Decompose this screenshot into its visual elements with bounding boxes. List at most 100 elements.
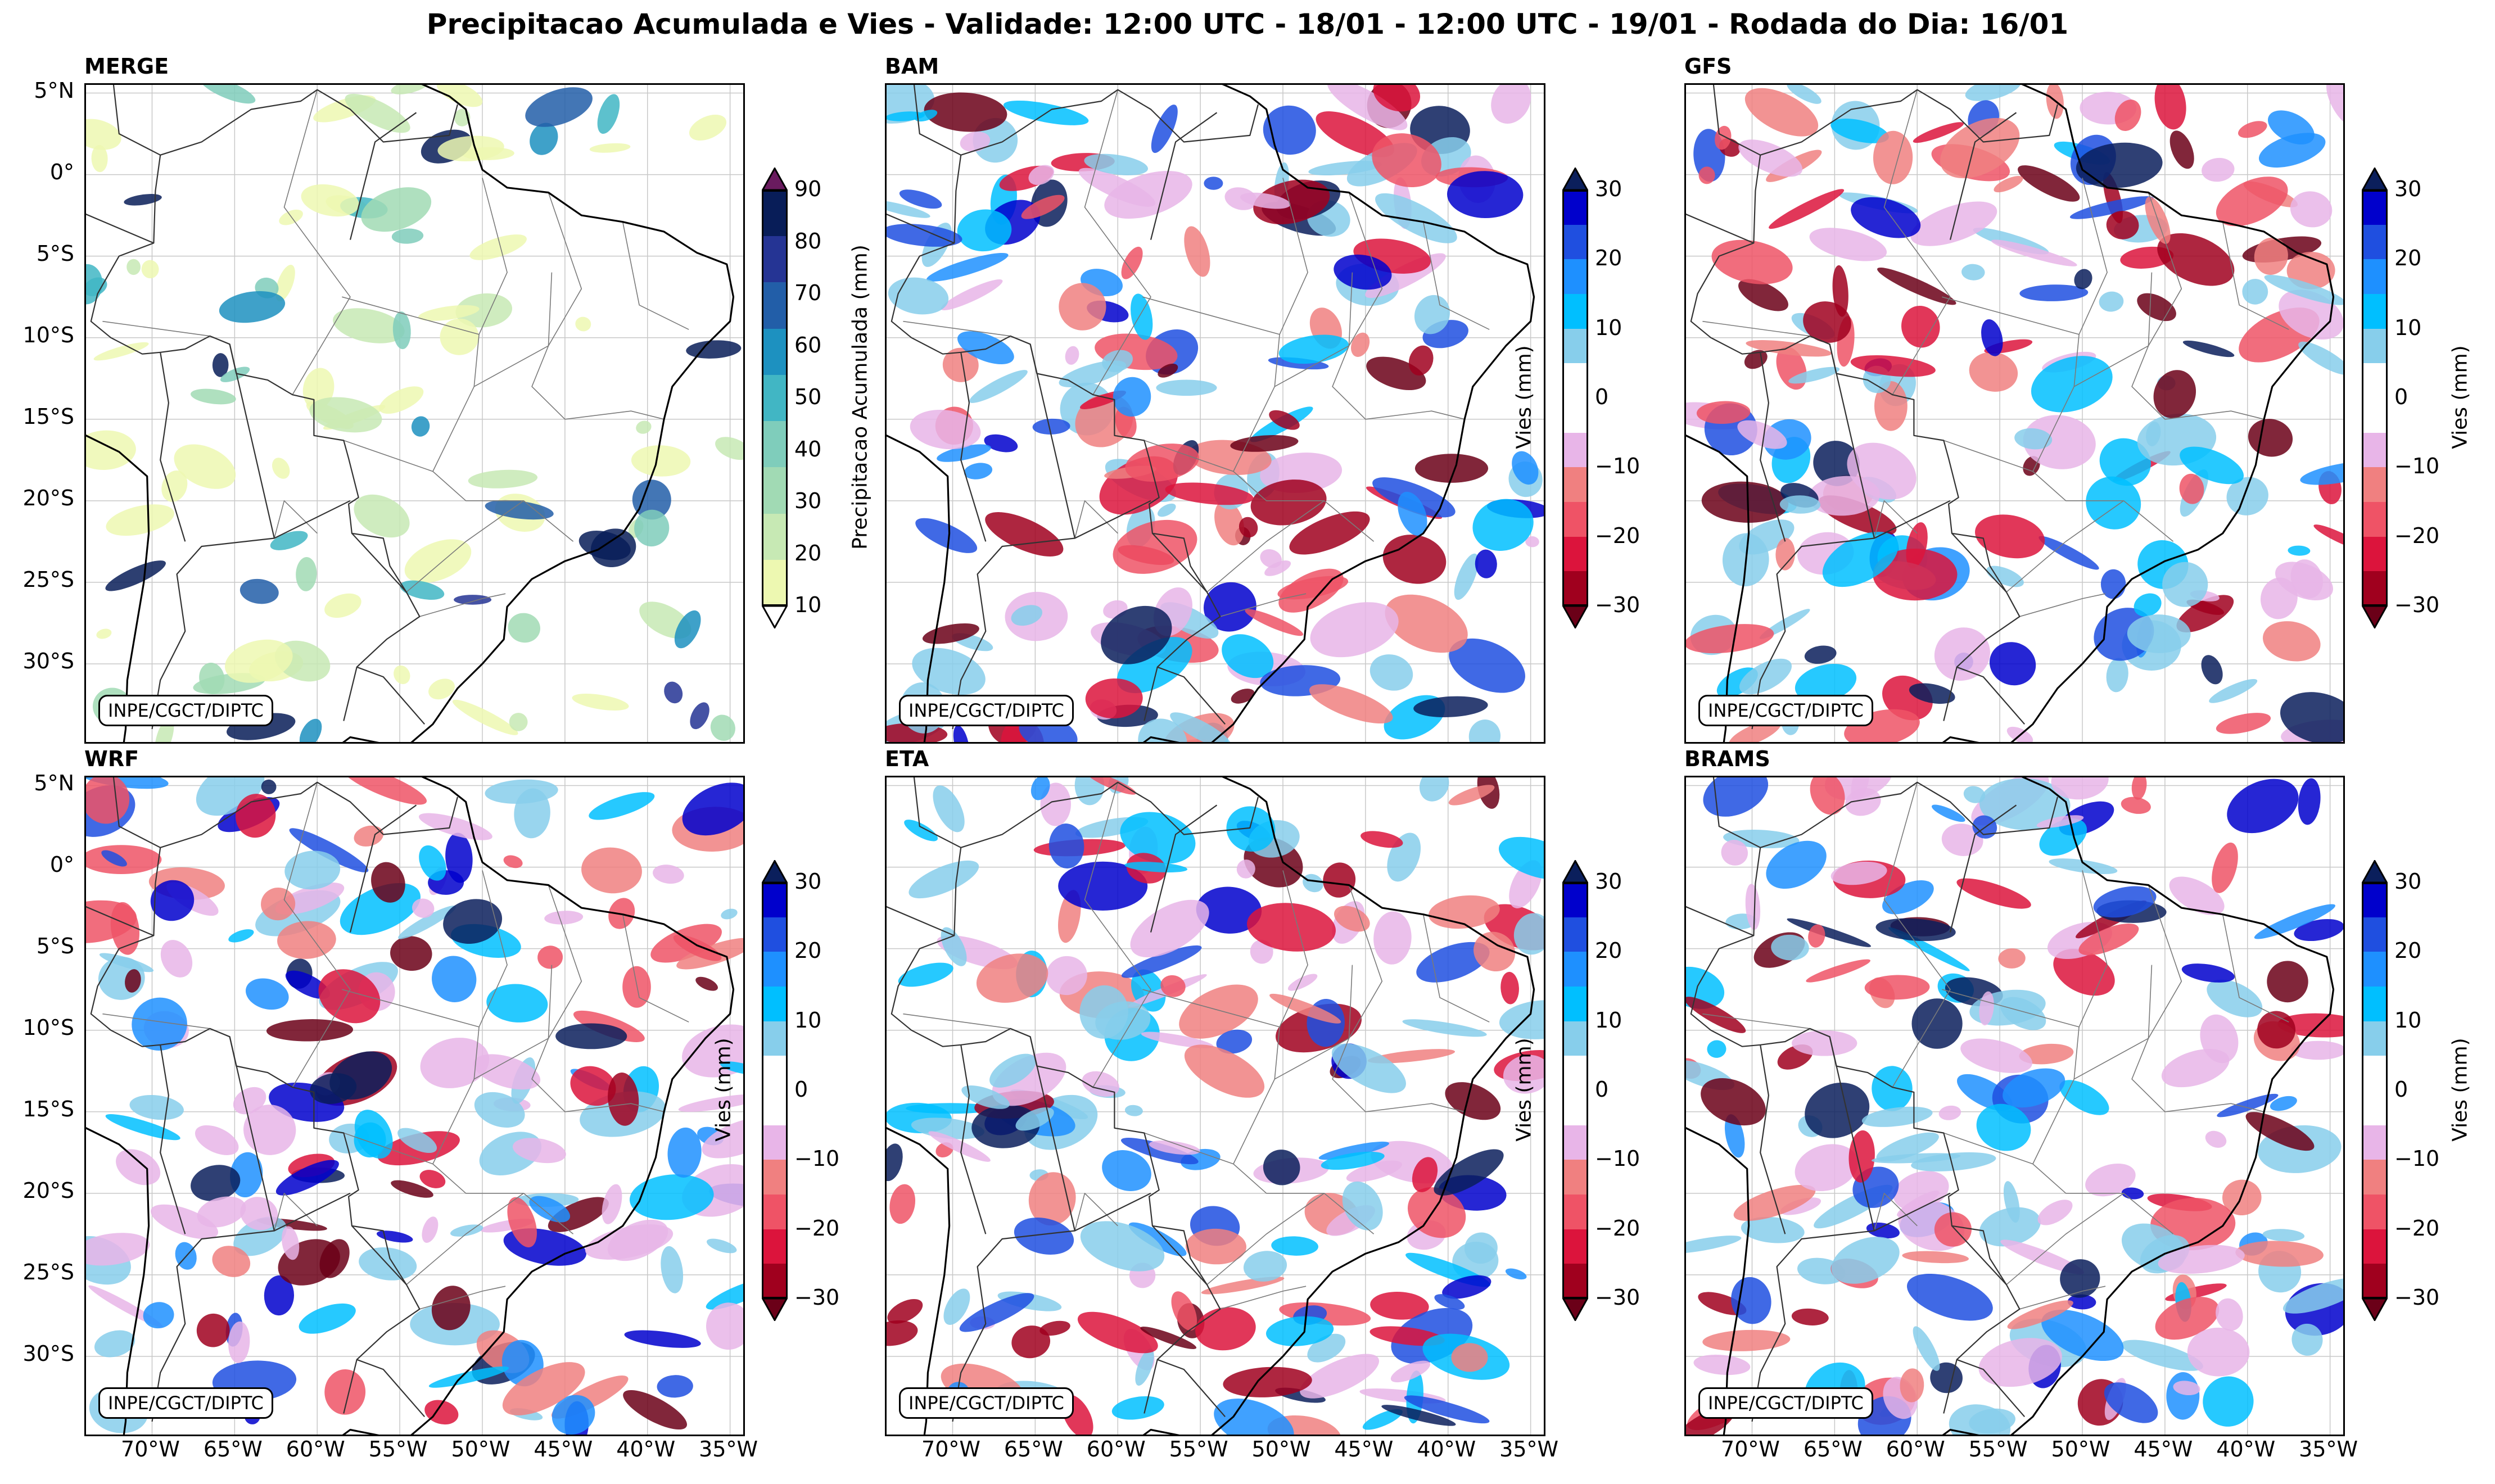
bias-cell [2173, 1381, 2200, 1396]
bias-cell [1171, 1291, 1197, 1331]
bias-cell [150, 1204, 219, 1239]
bias-cell [1451, 1343, 1488, 1372]
bias-cell [101, 850, 127, 867]
bias-cell [1787, 85, 1821, 104]
bias-cell [1941, 824, 1983, 856]
colorbar-swatch [1562, 467, 1588, 503]
colorbar-extend-min [2362, 1298, 2388, 1321]
precipitation-field [887, 777, 1544, 1435]
state-border [1279, 870, 1308, 1028]
rain-cell [219, 291, 286, 323]
lon-tick-label: 35°W [1499, 1437, 1559, 1462]
bias-cell [2182, 340, 2235, 358]
state-border [2006, 500, 2124, 592]
bias-cell [706, 1278, 743, 1310]
bias-cell [1141, 1031, 1214, 1048]
coastline [1142, 777, 1535, 1435]
bias-cell [1309, 684, 1393, 724]
colorbar-tick-label: 0 [1595, 1077, 1609, 1102]
bias-cell [1196, 886, 1262, 934]
colorbar-swatch [1562, 294, 1588, 329]
bias-cell [1902, 1251, 1969, 1264]
bias-cell [1253, 179, 1330, 225]
country-border [1951, 1225, 2007, 1286]
bias-cell [1850, 355, 1936, 377]
bias-cell [2100, 569, 2126, 599]
colorbar-tick-label: 20 [1595, 246, 1622, 271]
country-border [351, 533, 407, 593]
bias-cell [1046, 956, 1087, 996]
country-border [86, 213, 154, 244]
bias-cell [1385, 594, 1468, 653]
bias-cell [1113, 377, 1151, 417]
bias-cell [1113, 519, 1197, 574]
bias-cell [910, 410, 981, 450]
colorbar-tick-label: 20 [794, 938, 822, 963]
bias-cell [1111, 1396, 1164, 1420]
bias-cell [212, 1246, 251, 1277]
country-border [1143, 1359, 1158, 1414]
bias-cell [1015, 1107, 1054, 1131]
bias-cell [1978, 1338, 2062, 1387]
bias-cell [2294, 919, 2343, 942]
lon-tick-label: 70°W [121, 1437, 180, 1462]
rain-cell [454, 595, 492, 605]
bias-colorbar-label: Vies (mm) [2448, 1038, 2472, 1142]
state-border [1084, 89, 1151, 395]
bias-cell [1407, 1187, 1466, 1238]
coastline [342, 85, 735, 742]
bias-cell [1263, 1150, 1300, 1186]
colorbar-swatch [2362, 502, 2388, 537]
rain-cell [220, 367, 250, 382]
lat-tick-label: 20°S [22, 485, 74, 510]
state-border [343, 1132, 574, 1234]
colorbar-swatch [2362, 571, 2388, 607]
colorbar-tick-label: −30 [1595, 1285, 1640, 1310]
bias-cell [1931, 804, 1965, 822]
bias-cell [1342, 1181, 1383, 1230]
bias-cell [2036, 815, 2084, 828]
bias-cell [1278, 334, 1349, 364]
colorbar-tick-label: 30 [2394, 869, 2422, 894]
coastline [1142, 85, 1535, 742]
rain-cell [86, 430, 136, 470]
rain-cell [174, 444, 236, 489]
bias-cell [1512, 451, 1539, 485]
bias-cell [116, 1149, 161, 1186]
bias-cell [957, 209, 1012, 252]
bias-cell [589, 792, 655, 820]
bias-cell [1913, 122, 1964, 143]
bias-cell [143, 1302, 174, 1329]
state-border [531, 885, 665, 1112]
bias-cell [1701, 481, 1789, 523]
colorbar-swatch [2362, 190, 2388, 225]
colorbar-swatch [1562, 1160, 1588, 1195]
bias-cell [1686, 997, 1746, 1033]
bias-cell [228, 1321, 250, 1363]
bias-cell [1449, 638, 1525, 693]
colorbar-tick-label: 70 [794, 280, 822, 305]
colorbar-swatch [762, 282, 788, 329]
bias-cell [702, 1117, 743, 1159]
bias-cell [86, 777, 169, 789]
bias-cell [1300, 1354, 1380, 1399]
rain-cell [686, 340, 742, 359]
colorbar-tick-label: −10 [2394, 454, 2440, 479]
colorbar-swatch [2362, 987, 2388, 1022]
rain-cell [270, 531, 308, 550]
colorbar-swatch [1562, 1229, 1588, 1264]
bias-cell [1334, 254, 1392, 290]
bias-cell [1021, 194, 1065, 219]
colorbar-extend-min [762, 1298, 788, 1321]
bias-cell [2069, 196, 2154, 219]
state-border [1144, 1132, 1375, 1234]
colorbar-tick-label: −10 [794, 1146, 840, 1171]
bias-cell [2093, 886, 2157, 918]
bias-cell [2039, 818, 2087, 856]
bias-cell [904, 820, 938, 841]
colorbar-tick-label: −20 [794, 1215, 840, 1241]
bias-cell [1079, 985, 1128, 1039]
colorbar-tick-label: −30 [794, 1285, 840, 1310]
bias-cell [653, 865, 684, 884]
bias-cell [2179, 473, 2204, 504]
